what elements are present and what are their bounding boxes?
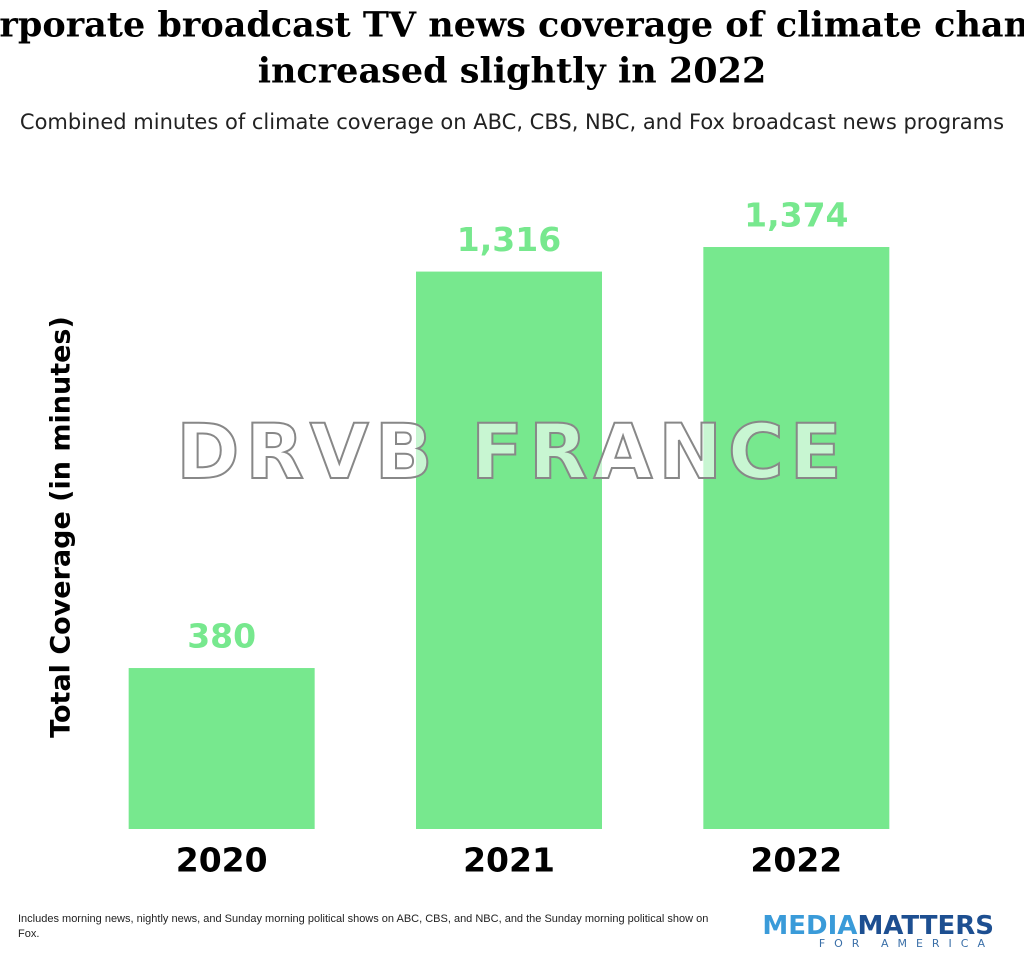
x-tick-label: 2022 [750,841,842,880]
x-tick-label: 2020 [176,841,268,880]
bar [416,271,602,830]
chart-title: Corporate broadcast TV news coverage of … [0,5,1024,46]
logo-tagline: FOR AMERICA [819,937,994,950]
value-label: 1,374 [744,196,848,235]
bar [703,247,890,829]
x-tick-label: 2021 [463,841,555,880]
footnote: Includes morning news, nightly news, and… [18,913,709,940]
value-label: 380 [187,617,256,656]
y-axis-label: Total Coverage (in minutes) [46,316,77,738]
chart-subtitle: Combined minutes of climate coverage on … [20,110,1004,134]
logo-media: MEDIA [762,911,857,941]
plot: 2020 380 2021 1,316 2022 1,374 [128,196,890,880]
value-label: 1,316 [457,220,561,259]
logo: MEDIAMATTERS [762,911,994,941]
chart-title: increased slightly in 2022 [258,51,767,92]
watermark: DRVB FRANCE [176,407,847,496]
logo-matters: MATTERS [857,911,994,941]
bar [128,668,315,829]
